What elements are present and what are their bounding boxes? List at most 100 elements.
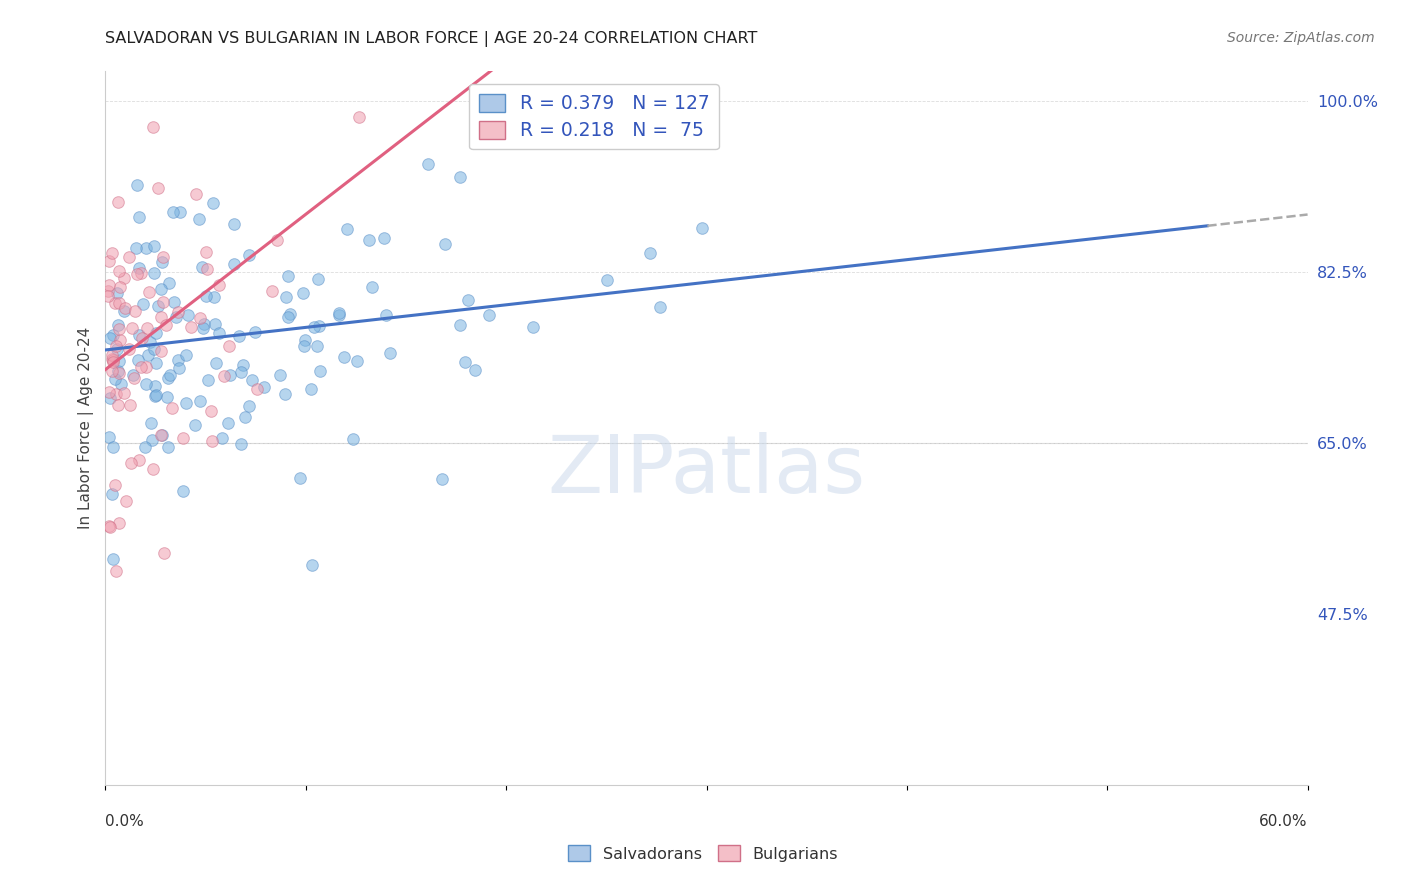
Point: [238, 248, 260, 262]
Point: [104, 372, 127, 386]
Point: [294, 333, 316, 347]
Point: [98, 254, 121, 268]
Point: [110, 280, 132, 294]
Point: [454, 355, 477, 369]
Point: [145, 388, 167, 402]
Point: [145, 356, 167, 370]
Point: [328, 306, 350, 320]
Point: [136, 321, 159, 335]
Point: [333, 350, 356, 364]
Point: [153, 546, 176, 560]
Point: [304, 319, 326, 334]
Point: [101, 487, 124, 501]
Point: [101, 552, 124, 566]
Point: [228, 329, 250, 343]
Text: Source: ZipAtlas.com: Source: ZipAtlas.com: [1227, 31, 1375, 45]
Point: [162, 295, 184, 310]
Point: [124, 370, 146, 384]
Point: [204, 318, 226, 332]
Point: [277, 268, 299, 283]
Point: [201, 434, 224, 448]
Point: [299, 382, 322, 396]
Point: [107, 354, 129, 368]
Point: [150, 428, 173, 442]
Point: [307, 339, 329, 353]
Point: [194, 245, 217, 260]
Point: [104, 295, 127, 310]
Legend: R = 0.379   N = 127, R = 0.218   N =  75: R = 0.379 N = 127, R = 0.218 N = 75: [470, 85, 720, 149]
Point: [346, 354, 368, 368]
Point: [118, 250, 141, 264]
Point: [129, 360, 152, 375]
Point: [152, 250, 174, 264]
Point: [361, 279, 384, 293]
Point: [212, 368, 235, 383]
Point: [291, 285, 314, 300]
Point: [122, 368, 145, 382]
Point: [105, 343, 128, 357]
Point: [97, 288, 120, 302]
Point: [184, 187, 207, 202]
Point: [128, 260, 150, 275]
Point: [114, 301, 136, 315]
Point: [97, 284, 120, 298]
Point: [120, 456, 142, 470]
Point: [165, 310, 187, 324]
Point: [98, 391, 121, 405]
Point: [273, 387, 295, 401]
Point: [138, 285, 160, 299]
Text: 0.0%: 0.0%: [105, 814, 145, 829]
Point: [156, 390, 179, 404]
Point: [149, 310, 172, 325]
Point: [132, 297, 155, 311]
Point: [167, 305, 190, 319]
Point: [159, 368, 181, 382]
Point: [229, 437, 252, 451]
Point: [112, 271, 135, 285]
Point: [105, 564, 128, 578]
Point: [266, 233, 288, 247]
Point: [138, 335, 160, 350]
Legend: Salvadorans, Bulgarians: Salvadorans, Bulgarians: [561, 839, 845, 868]
Point: [108, 366, 131, 380]
Text: ZIPatlas: ZIPatlas: [547, 432, 866, 510]
Point: [98, 331, 121, 345]
Point: [218, 339, 240, 353]
Point: [292, 339, 315, 353]
Point: [243, 325, 266, 339]
Point: [184, 417, 207, 432]
Point: [690, 221, 713, 235]
Point: [308, 318, 330, 333]
Point: [141, 433, 163, 447]
Point: [100, 348, 122, 362]
Point: [104, 387, 127, 401]
Point: [112, 304, 135, 318]
Point: [118, 342, 141, 356]
Y-axis label: In Labor Force | Age 20-24: In Labor Force | Age 20-24: [79, 327, 94, 529]
Point: [172, 483, 194, 498]
Point: [357, 233, 380, 247]
Point: [205, 356, 228, 370]
Point: [449, 169, 471, 184]
Point: [269, 368, 291, 382]
Point: [464, 362, 486, 376]
Point: [107, 364, 129, 378]
Point: [187, 212, 209, 227]
Point: [100, 246, 122, 260]
Point: [104, 478, 127, 492]
Point: [208, 326, 231, 341]
Point: [142, 461, 165, 475]
Point: [110, 377, 132, 392]
Point: [174, 396, 197, 410]
Point: [308, 364, 330, 378]
Point: [134, 440, 156, 454]
Point: [188, 393, 211, 408]
Point: [219, 368, 242, 382]
Point: [224, 217, 246, 231]
Point: [201, 196, 224, 211]
Point: [128, 328, 150, 343]
Point: [124, 241, 146, 255]
Point: [222, 257, 245, 271]
Point: [222, 36, 245, 50]
Text: SALVADORAN VS BULGARIAN IN LABOR FORCE | AGE 20-24 CORRELATION CHART: SALVADORAN VS BULGARIAN IN LABOR FORCE |…: [105, 31, 758, 47]
